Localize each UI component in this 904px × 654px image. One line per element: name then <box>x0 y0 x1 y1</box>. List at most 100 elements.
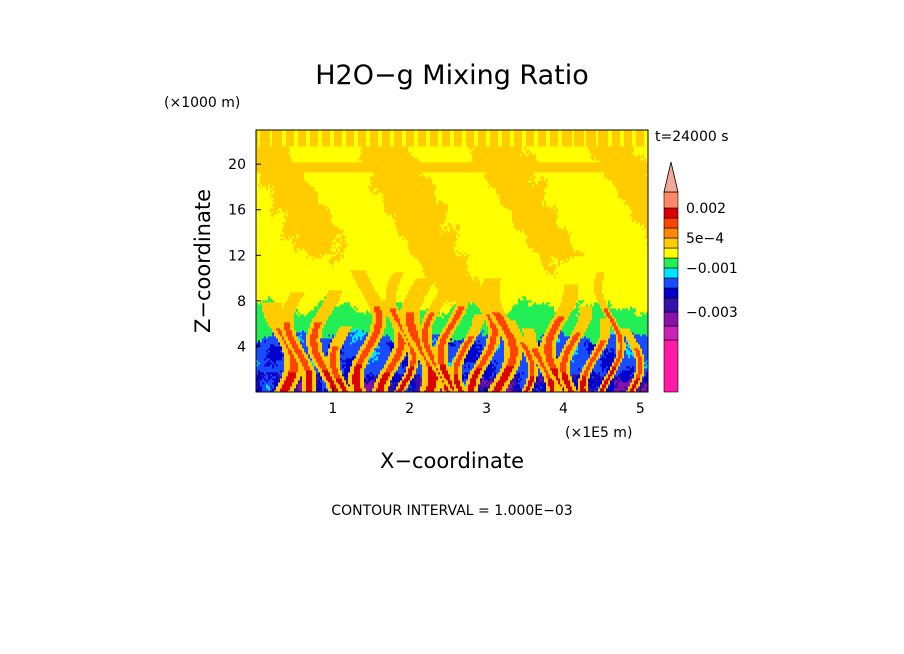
field-cell <box>278 372 281 375</box>
field-cell <box>618 382 621 385</box>
field-cell <box>552 386 555 389</box>
field-cell <box>546 376 549 379</box>
field-cell <box>300 364 303 367</box>
field-cell <box>298 370 301 373</box>
field-cell <box>576 386 579 389</box>
field-cell <box>418 378 421 381</box>
field-cell <box>292 382 295 385</box>
field-cell <box>306 382 309 385</box>
field-cell <box>566 376 569 379</box>
field-cell <box>464 366 467 369</box>
field-cell <box>300 366 303 369</box>
field-cell <box>406 380 409 383</box>
field-cell <box>482 366 485 369</box>
field-cell <box>574 372 577 375</box>
field-cell <box>278 384 281 387</box>
field-cell <box>386 384 389 387</box>
field-cell <box>492 364 495 367</box>
field-cell <box>340 380 343 383</box>
field-cell <box>512 370 515 373</box>
field-cell <box>524 388 527 391</box>
field-cell <box>486 380 489 383</box>
field-cell <box>294 388 297 391</box>
field-cell <box>438 388 441 391</box>
field-cell <box>644 390 647 392</box>
field-cell <box>542 366 545 369</box>
field-cell <box>294 386 297 389</box>
field-cell <box>522 368 525 371</box>
field-cell <box>454 388 457 391</box>
field-cell <box>452 370 455 373</box>
field-cell <box>322 378 325 381</box>
field-cell <box>576 368 579 371</box>
field-cell <box>486 372 489 375</box>
field-cell <box>350 378 353 381</box>
field-cell <box>272 366 275 369</box>
field-cell <box>624 388 627 391</box>
field-cell <box>416 380 419 383</box>
field-cell <box>620 370 623 373</box>
field-cell <box>276 386 279 389</box>
field-cell <box>600 378 603 381</box>
field-cell <box>420 380 423 383</box>
field-cell <box>580 376 583 379</box>
field-cell <box>330 364 333 367</box>
field-cell <box>358 374 361 377</box>
field-cell <box>454 390 457 392</box>
field-cell <box>438 376 441 379</box>
field-cell <box>258 382 261 385</box>
field-cell <box>402 376 405 379</box>
field-cell <box>516 370 519 373</box>
field-cell <box>264 386 267 389</box>
field-cell <box>584 374 587 377</box>
field-cell <box>380 372 383 375</box>
field-cell <box>330 368 333 371</box>
field-cell <box>334 372 337 375</box>
field-cell <box>420 376 423 379</box>
field-cell <box>598 384 601 387</box>
field-cell <box>400 388 403 391</box>
field-cell <box>392 388 395 391</box>
field-cell <box>570 366 573 369</box>
field-cell <box>468 390 471 392</box>
field-cell <box>628 382 631 385</box>
field-cell <box>416 364 419 367</box>
field-cell <box>278 368 281 371</box>
field-cell <box>614 372 617 375</box>
field-cell <box>364 388 367 391</box>
field-cell <box>438 378 441 381</box>
field-cell <box>286 378 289 381</box>
field-cell <box>384 374 387 377</box>
field-cell <box>370 384 373 387</box>
field-cell <box>494 364 497 367</box>
field-cell <box>614 368 617 371</box>
field-cell <box>456 366 459 369</box>
field-cell <box>404 384 407 387</box>
field-cell <box>478 380 481 383</box>
field-cell <box>504 376 507 379</box>
field-cell <box>490 366 493 369</box>
field-cell <box>282 390 285 392</box>
field-cell <box>368 388 371 391</box>
field-cell <box>276 380 279 383</box>
field-cell <box>268 378 271 381</box>
field-cell <box>504 390 507 392</box>
field-cell <box>478 382 481 385</box>
field-cell <box>326 370 329 373</box>
field-cell <box>430 388 433 391</box>
field-cell <box>390 386 393 389</box>
field-cell <box>594 378 597 381</box>
field-cell <box>562 378 565 381</box>
field-cell <box>410 376 413 379</box>
field-cell <box>306 380 309 383</box>
field-cell <box>364 364 367 367</box>
field-cell <box>296 388 299 391</box>
field-cell <box>278 370 281 373</box>
field-cell <box>266 380 269 383</box>
field-cell <box>474 386 477 389</box>
field-cell <box>620 386 623 389</box>
field-cell <box>408 390 411 392</box>
field-cell <box>568 380 571 383</box>
field-cell <box>292 378 295 381</box>
field-cell <box>598 374 601 377</box>
